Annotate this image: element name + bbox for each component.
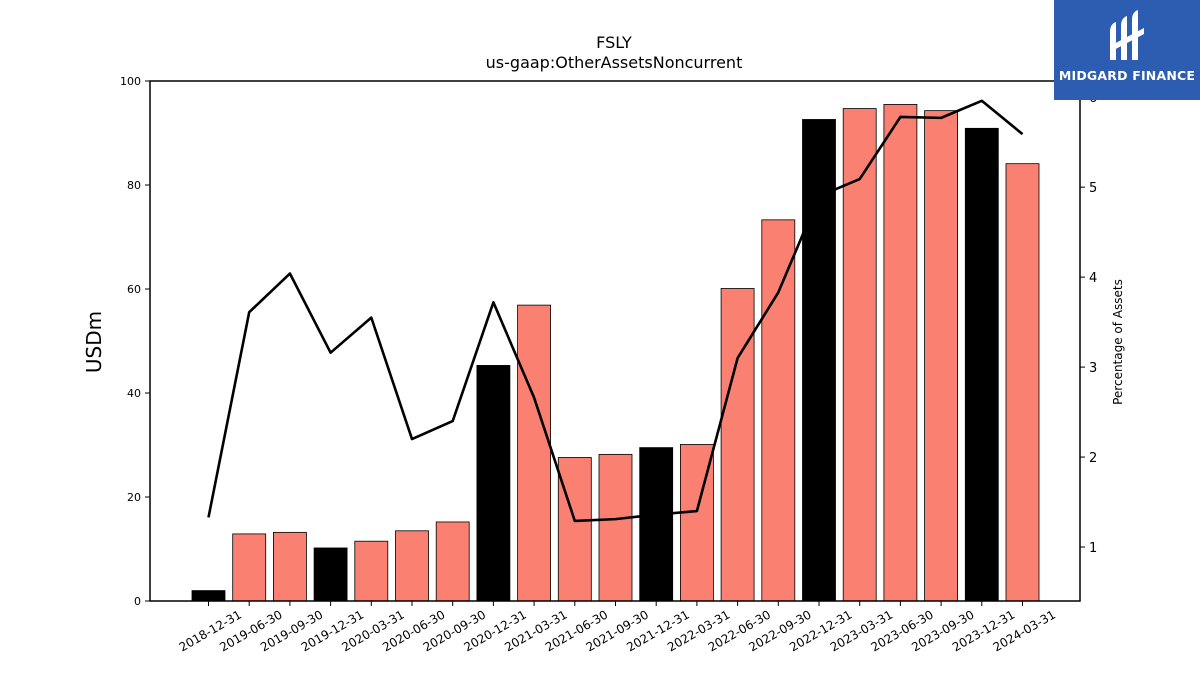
bar <box>395 530 429 602</box>
brand-name: MIDGARD FINANCE <box>1058 68 1196 83</box>
bar <box>883 104 918 602</box>
bar <box>639 447 674 602</box>
y-tick-label: 20 <box>127 491 141 504</box>
percentage-line <box>207 99 1024 523</box>
bar <box>842 108 877 602</box>
y-tick-label: 80 <box>127 179 141 192</box>
y-tick-label: 100 <box>120 75 141 88</box>
bar <box>435 521 470 602</box>
bar-group <box>191 104 1040 602</box>
logo-mark-icon <box>1110 10 1144 60</box>
x-axis: 2018-12-312019-06-302019-09-302019-12-31… <box>177 601 1058 654</box>
y-tick-label: 60 <box>127 283 141 296</box>
bar <box>191 590 226 602</box>
bar <box>272 531 307 602</box>
y-tick-label: 0 <box>134 595 141 608</box>
y2-tick-label: 5 <box>1089 181 1097 196</box>
right-axis: 123456 <box>1080 91 1097 556</box>
bar <box>313 547 348 602</box>
bar <box>557 457 592 602</box>
bar <box>232 533 267 602</box>
bar <box>964 127 999 602</box>
chart-subtitle: us-gaap:OtherAssetsNoncurrent <box>486 53 743 72</box>
chart-title: FSLY <box>596 33 632 52</box>
bar <box>517 304 551 602</box>
y2-tick-label: 2 <box>1089 451 1097 466</box>
bar <box>720 288 755 602</box>
y2-tick-label: 4 <box>1089 271 1097 286</box>
brand-logo: MIDGARD FINANCE <box>1054 0 1200 100</box>
bar <box>802 119 836 602</box>
left-axis: 0 20 40 60 80 100 <box>120 75 150 608</box>
line-layer <box>207 99 1024 523</box>
y2-tick-label: 1 <box>1089 541 1097 556</box>
bar <box>354 540 389 602</box>
bar <box>598 453 633 602</box>
y2-axis-label: Percentage of Assets <box>1111 279 1125 405</box>
y-tick-label: 40 <box>127 387 141 400</box>
bar <box>924 110 958 602</box>
bar <box>761 219 796 602</box>
bar <box>1005 163 1040 602</box>
y-axis-label: USDm <box>82 311 106 373</box>
y2-tick-label: 3 <box>1089 361 1097 376</box>
bar <box>476 365 511 602</box>
